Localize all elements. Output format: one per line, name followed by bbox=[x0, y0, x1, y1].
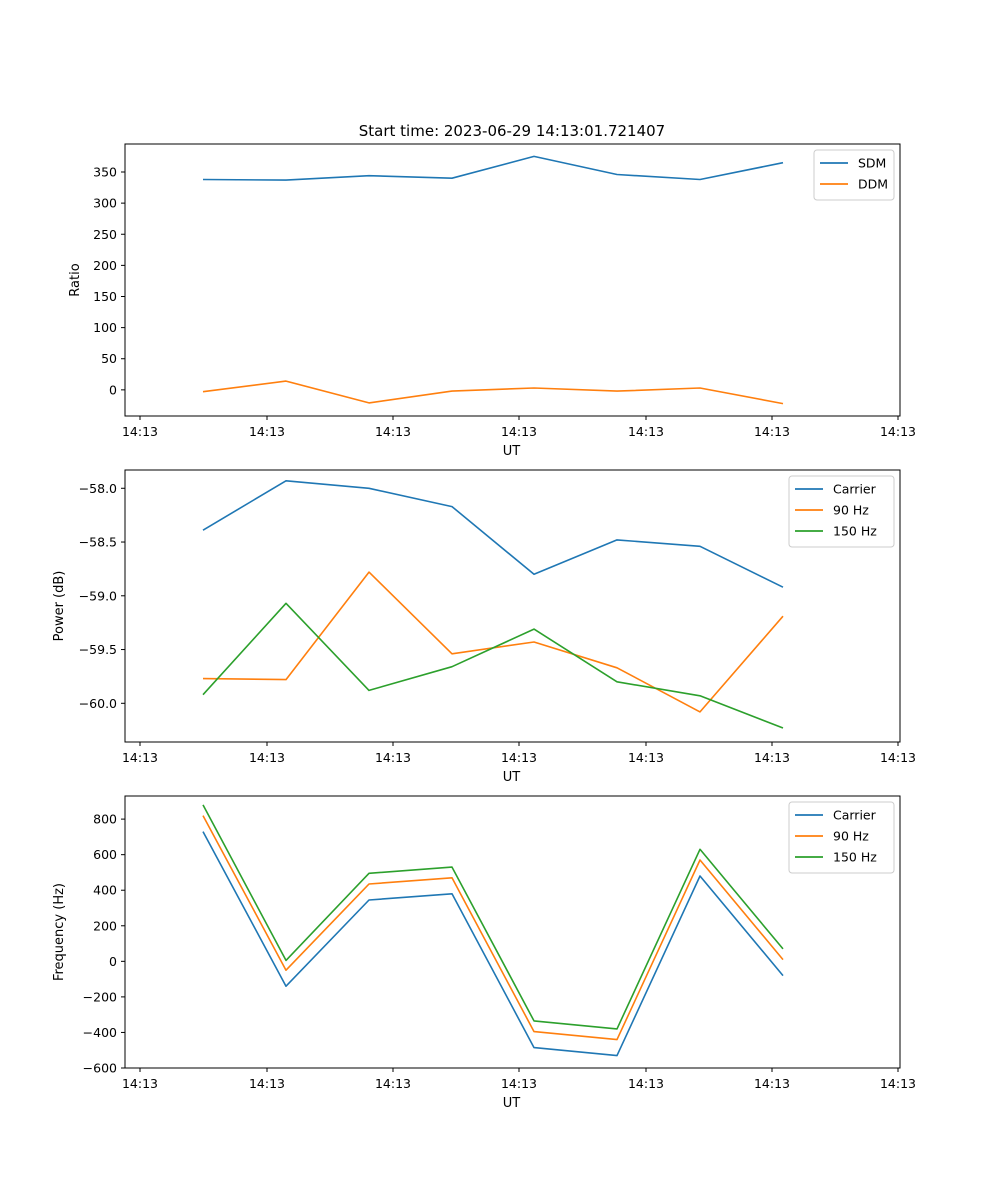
y-tick-label: 150 bbox=[93, 289, 117, 304]
y-axis-label: Frequency (Hz) bbox=[52, 883, 67, 981]
y-tick-label: 0 bbox=[109, 382, 117, 397]
y-tick-label: −200 bbox=[83, 989, 117, 1004]
x-axis-label: UT bbox=[503, 444, 521, 459]
legend: Carrier 90 Hz 150 Hz bbox=[788, 475, 895, 548]
legend-label: Carrier bbox=[833, 808, 877, 823]
y-axis-label: Ratio bbox=[68, 263, 83, 296]
chart-panel-2: −60.0 −59.5 −59.0 −58.5 −58.0 14:13 14:13 14:13… bbox=[52, 469, 916, 785]
x-tick-label: 14:13 bbox=[880, 750, 916, 765]
axes-frame bbox=[124, 469, 901, 743]
y-tick-label: 600 bbox=[93, 847, 117, 862]
series-line-sdm bbox=[202, 155, 784, 181]
series-line-carrier bbox=[202, 831, 784, 1057]
x-tick-label: 14:13 bbox=[628, 1076, 664, 1091]
x-tick-label: 14:13 bbox=[501, 750, 537, 765]
x-tick-label: 14:13 bbox=[880, 424, 916, 439]
x-tick-label: 14:13 bbox=[754, 424, 790, 439]
series-line-carrier bbox=[202, 479, 784, 588]
y-tick-label: 200 bbox=[93, 918, 117, 933]
x-tick-label: 14:13 bbox=[754, 1076, 790, 1091]
y-tick-label: −59.5 bbox=[79, 642, 117, 657]
x-axis-label: UT bbox=[503, 1096, 521, 1111]
y-axis-label: Power (dB) bbox=[52, 571, 67, 642]
x-tick-label: 14:13 bbox=[628, 750, 664, 765]
y-tick-label: −60.0 bbox=[79, 696, 117, 711]
series-line-150-hz bbox=[202, 602, 784, 729]
chart-panel-3: −600 −400 −200 0 200 400 600 800 14:13 14:13 14:13… bbox=[52, 795, 916, 1111]
y-tick-label: −59.0 bbox=[79, 588, 117, 603]
legend-label: 150 Hz bbox=[833, 850, 877, 865]
x-axis-label: UT bbox=[503, 770, 521, 785]
y-tick-label: 400 bbox=[93, 883, 117, 898]
legend-label: SDM bbox=[858, 156, 886, 171]
y-tick-label: 250 bbox=[93, 227, 117, 242]
legend-box bbox=[788, 801, 895, 874]
x-tick-label: 14:13 bbox=[375, 424, 411, 439]
legend: SDM DDM bbox=[813, 149, 895, 201]
y-tick-label: 50 bbox=[101, 351, 117, 366]
x-tick-label: 14:13 bbox=[501, 1076, 537, 1091]
legend-label: 90 Hz bbox=[833, 829, 869, 844]
legend-label: Carrier bbox=[833, 482, 877, 497]
y-tick-label: −400 bbox=[83, 1025, 117, 1040]
x-tick-label: 14:13 bbox=[628, 424, 664, 439]
legend-label: 150 Hz bbox=[833, 524, 877, 539]
figure-title: Start time: 2023-06-29 14:13:01.721407 bbox=[359, 122, 665, 140]
series-line-ddm bbox=[202, 380, 784, 405]
series-line-150-hz bbox=[202, 804, 784, 1030]
legend-label: DDM bbox=[858, 177, 888, 192]
x-tick-label: 14:13 bbox=[375, 1076, 411, 1091]
legend-box bbox=[788, 475, 895, 548]
x-tick-label: 14:13 bbox=[754, 750, 790, 765]
x-tick-label: 14:13 bbox=[249, 1076, 285, 1091]
y-tick-label: −58.5 bbox=[79, 535, 117, 550]
x-tick-label: 14:13 bbox=[501, 424, 537, 439]
y-tick-label: 300 bbox=[93, 196, 117, 211]
series-line-90-hz bbox=[202, 815, 784, 1041]
x-tick-label: 14:13 bbox=[122, 1076, 158, 1091]
legend: Carrier 90 Hz 150 Hz bbox=[788, 801, 895, 874]
y-tick-label: 100 bbox=[93, 320, 117, 335]
chart-panels: 0 50 100 150 200 250 300 350 14:13 14:13 14:13 14:1… bbox=[52, 143, 916, 1111]
y-tick-label: −600 bbox=[83, 1061, 117, 1076]
x-tick-label: 14:13 bbox=[122, 424, 158, 439]
axes-frame bbox=[124, 143, 901, 417]
axes-frame bbox=[124, 795, 901, 1069]
y-tick-label: 0 bbox=[109, 954, 117, 969]
chart-panel-1: 0 50 100 150 200 250 300 350 14:13 14:13 14:13 14:1… bbox=[68, 143, 916, 459]
legend-label: 90 Hz bbox=[833, 503, 869, 518]
x-tick-label: 14:13 bbox=[880, 1076, 916, 1091]
x-tick-label: 14:13 bbox=[122, 750, 158, 765]
y-tick-label: 800 bbox=[93, 812, 117, 827]
x-tick-label: 14:13 bbox=[375, 750, 411, 765]
y-tick-label: 200 bbox=[93, 258, 117, 273]
y-tick-label: −58.0 bbox=[79, 481, 117, 496]
x-tick-label: 14:13 bbox=[249, 750, 285, 765]
x-tick-label: 14:13 bbox=[249, 424, 285, 439]
y-tick-label: 350 bbox=[93, 165, 117, 180]
